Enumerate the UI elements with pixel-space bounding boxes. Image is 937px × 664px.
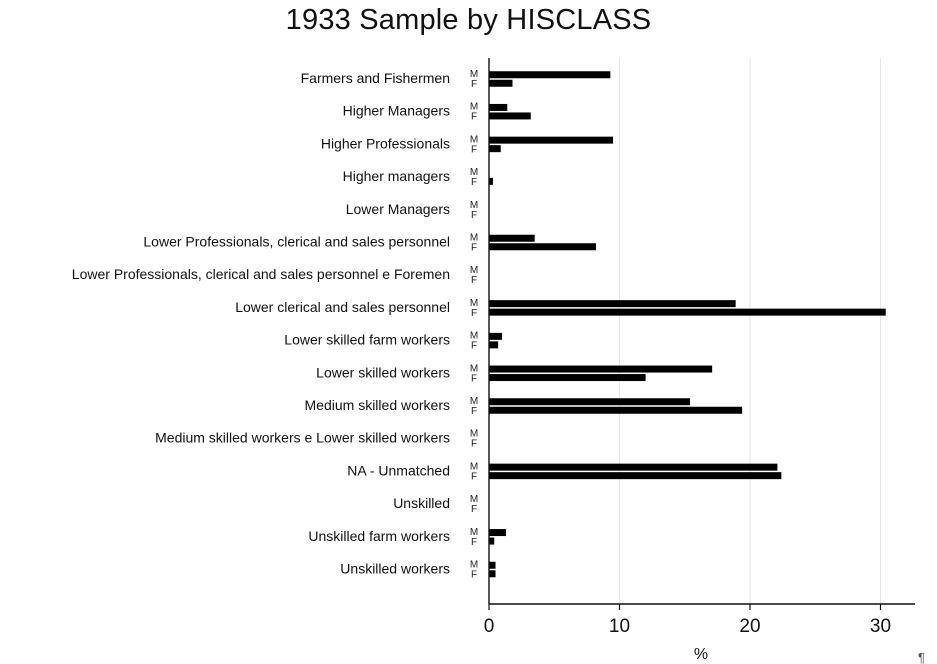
sex-label-f: F (471, 471, 477, 482)
x-axis-label: % (694, 646, 708, 663)
sex-label-f: F (471, 341, 477, 352)
sex-label-m: M (470, 494, 478, 505)
sex-label-m: M (470, 363, 478, 374)
bar-m (489, 365, 713, 373)
sex-label-f: F (471, 570, 477, 581)
sex-label-m: M (470, 102, 478, 113)
category-label: Medium skilled workers e Lower skilled w… (155, 430, 450, 446)
bar-m (489, 529, 506, 537)
sex-label-f: F (471, 177, 477, 188)
category-label: Farmers and Fishermen (301, 70, 450, 86)
bar-f (489, 112, 531, 120)
sex-label-m: M (470, 396, 478, 407)
bar-m (489, 300, 736, 308)
category-label: Higher Professionals (321, 135, 450, 151)
bar-m (489, 234, 535, 242)
sex-label-f: F (471, 144, 477, 155)
bar-m (489, 561, 496, 569)
bar-f (489, 374, 646, 382)
sex-label-f: F (471, 275, 477, 286)
sex-label-m: M (470, 265, 478, 276)
bar-f (489, 570, 496, 578)
sex-label-m: M (470, 233, 478, 244)
category-label: Higher Managers (343, 103, 450, 119)
x-axis-ticks: 0 10 20 30 (484, 604, 891, 637)
bar-f (489, 79, 513, 87)
sex-label-m: M (470, 461, 478, 472)
sex-label-m: M (470, 429, 478, 440)
bar-f (489, 472, 782, 480)
sex-label-f: F (471, 537, 477, 548)
x-tick-label: 20 (739, 616, 760, 637)
sex-label-f: F (471, 308, 477, 319)
category-label: Lower skilled workers (316, 364, 450, 380)
sex-label-f: F (471, 210, 477, 221)
category-label: NA - Unmatched (347, 462, 450, 478)
category-label: Lower Managers (346, 201, 450, 217)
corner-mark: ¶ (918, 650, 925, 664)
category-label: Lower Professionals, clerical and sales … (143, 234, 450, 250)
bar-m (489, 398, 690, 406)
bar-m (489, 463, 778, 471)
bar-m (489, 103, 508, 111)
bar-m (489, 136, 613, 144)
sex-label-f: F (471, 79, 477, 90)
x-tick-label: 30 (870, 616, 891, 637)
sex-label-m: M (470, 298, 478, 309)
category-label: Lower skilled farm workers (284, 332, 450, 348)
sex-label-f: F (471, 504, 477, 515)
sex-label-m: M (470, 69, 478, 80)
chart-title: 1933 Sample by HISCLASS (285, 4, 652, 36)
sex-label-f: F (471, 406, 477, 417)
sex-label-f: F (471, 243, 477, 254)
sex-label-m: M (470, 527, 478, 538)
bar-f (489, 145, 501, 153)
bar-m (489, 71, 611, 79)
bar-f (489, 341, 499, 349)
sex-label-f: F (471, 439, 477, 450)
x-tick-label: 10 (609, 616, 630, 637)
sex-label-m: M (470, 134, 478, 145)
category-label: Unskilled (393, 495, 450, 511)
category-label: Higher managers (343, 168, 450, 184)
bars-group (489, 71, 886, 578)
bar-f (489, 308, 886, 316)
sex-label-m: M (470, 167, 478, 178)
bar-f (489, 177, 493, 185)
bar-f (489, 243, 597, 251)
category-label: Unskilled farm workers (308, 528, 450, 544)
sex-label-m: M (470, 331, 478, 342)
sex-label-m: M (470, 200, 478, 211)
sex-label-m: M (470, 560, 478, 571)
category-label: Medium skilled workers (305, 397, 450, 413)
bar-f (489, 406, 743, 414)
category-label: Lower Professionals, clerical and sales … (72, 266, 450, 282)
category-label: Unskilled workers (340, 561, 450, 577)
bar-f (489, 537, 495, 545)
x-tick-label: 0 (484, 616, 495, 637)
sex-label-f: F (471, 373, 477, 384)
sex-label-f: F (471, 112, 477, 123)
category-label: Lower clerical and sales personnel (235, 299, 450, 315)
gridlines (619, 58, 881, 604)
bar-m (489, 332, 503, 340)
